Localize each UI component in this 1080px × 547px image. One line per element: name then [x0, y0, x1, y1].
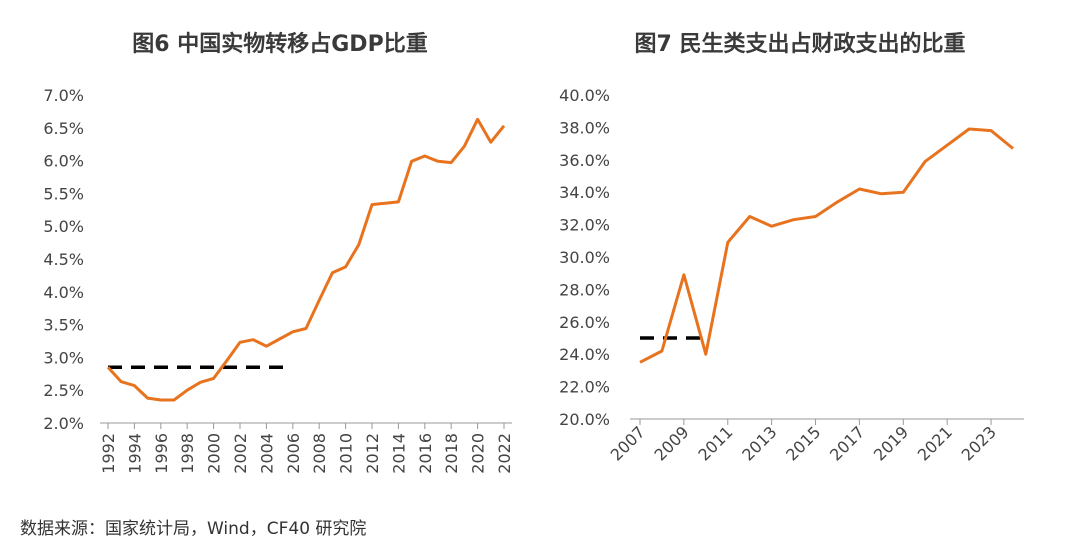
chart2-y-tick-label: 24.0% [559, 345, 610, 364]
chart2-x-tick-label: 2021 [914, 422, 956, 464]
chart1-x-tick-label: 1994 [125, 433, 144, 474]
chart1-series-line [106, 117, 506, 402]
chart2-x-tick-label: 2015 [782, 422, 824, 464]
chart2-y-tick-label: 20.0% [559, 410, 610, 429]
chart1-x-tick-label: 1992 [99, 433, 118, 474]
chart1-x-tick-label: 2008 [310, 433, 329, 474]
chart2-y-tick-label: 34.0% [559, 183, 610, 202]
chart1-x-tick-label: 2002 [231, 433, 250, 474]
chart2-series-line [639, 127, 1014, 364]
chart2-y-tick-label: 30.0% [559, 248, 610, 267]
chart1-x-tick-label: 2018 [442, 433, 461, 474]
chart1-y-tick-label: 6.5% [43, 119, 84, 138]
chart2-x-tick-label: 2011 [694, 422, 736, 464]
chart2-x-tick-label: 2017 [826, 422, 868, 464]
chart2-y-tick-label: 32.0% [559, 216, 610, 235]
chart1-y-tick-label: 3.5% [43, 316, 84, 335]
chart1-y-tick-label: 7.0% [43, 86, 84, 105]
chart2-x-tick-label: 2013 [738, 422, 780, 464]
chart1-y-tick-label: 4.0% [43, 283, 84, 302]
chart1-y-tick-label: 2.0% [43, 414, 84, 433]
chart2-y-tick-label: 28.0% [559, 280, 610, 299]
chart1-x-tick-label: 2014 [389, 433, 408, 474]
chart1-x-tick-label: 2012 [363, 433, 382, 474]
source-note: 数据来源：国家统计局，Wind，CF40 研究院 [20, 519, 367, 539]
chart1-y-tick-label: 2.5% [43, 381, 84, 400]
chart1-plot: 2.0% 2.5% 3.0% 3.5% 4.0% 4.5% 5.0% 5.5% 6.0% 6.5%… [43, 86, 514, 474]
chart1-x-tick-label: 2022 [495, 433, 514, 474]
chart2-x-tick-label: 2023 [958, 422, 1000, 464]
chart1-x-tick-label: 2006 [284, 433, 303, 474]
chart1-y-tick-label: 5.0% [43, 217, 84, 236]
chart1-title: 图6 中国实物转移占GDP比重 [132, 32, 428, 57]
chart1-x-tick-label: 2020 [469, 433, 488, 474]
chart2-plot: 20.0% 22.0% 24.0% 26.0% 28.0% 30.0% 32.0% 34.0%… [559, 86, 1024, 465]
chart1-x-tick-label: 1998 [178, 433, 197, 474]
chart1-y-tick-label: 4.5% [43, 250, 84, 269]
chart2-y-tick-label: 22.0% [559, 378, 610, 397]
chart2-y-tick-label: 40.0% [559, 86, 610, 105]
chart2-x-tick-label: 2007 [607, 422, 649, 464]
chart2-y-tick-label: 36.0% [559, 151, 610, 170]
chart1-x-tick-label: 1996 [152, 433, 171, 474]
chart2-title: 图7 民生类支出占财政支出的比重 [634, 32, 966, 57]
chart2-x-tick-label: 2019 [870, 422, 912, 464]
chart2-x-tick-label: 2009 [650, 422, 692, 464]
chart1-y-tick-label: 3.0% [43, 348, 84, 367]
chart1-y-tick-label: 5.5% [43, 184, 84, 203]
chart1-y-tick-label: 6.0% [43, 152, 84, 171]
chart1-x-tick-label: 2000 [205, 433, 224, 474]
chart2-y-tick-label: 38.0% [559, 118, 610, 137]
chart1-x-tick-label: 2010 [337, 433, 356, 474]
chart2-y-tick-label: 26.0% [559, 313, 610, 332]
chart1-x-tick-label: 2016 [416, 433, 435, 474]
chart1-x-tick-label: 2004 [257, 433, 276, 474]
